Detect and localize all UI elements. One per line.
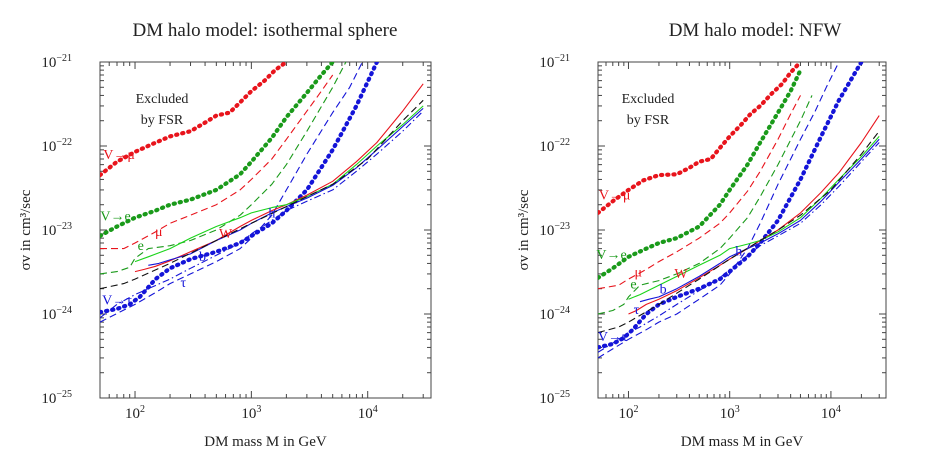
series-line bbox=[598, 95, 801, 290]
y-tick-label: 10−22 bbox=[41, 137, 72, 155]
x-tick-label: 104 bbox=[358, 404, 378, 422]
tick-marks bbox=[597, 61, 886, 399]
series-label: V→τ bbox=[598, 330, 628, 345]
series-label: e bbox=[138, 239, 144, 254]
series-line bbox=[100, 62, 335, 238]
series-line bbox=[598, 62, 803, 215]
x-tick-label: 102 bbox=[125, 404, 145, 422]
series-line bbox=[598, 68, 803, 280]
series-line bbox=[134, 105, 424, 263]
annotation-text: by FSR bbox=[627, 113, 670, 128]
y-tick-label: 10−21 bbox=[539, 53, 570, 71]
y-tick-label: 10−24 bbox=[41, 305, 72, 323]
series-label: τ bbox=[180, 276, 186, 291]
y-axis-label: σv in cm³/sec bbox=[18, 189, 34, 270]
y-tick-label: 10−23 bbox=[539, 221, 570, 239]
x-axis-label: DM mass M in GeV bbox=[681, 434, 804, 450]
series-line bbox=[100, 110, 424, 319]
y-tick-label: 10−25 bbox=[539, 389, 570, 407]
series-label: h bbox=[735, 244, 742, 259]
series-line bbox=[598, 142, 880, 353]
chart-title: DM halo model: isothermal sphere bbox=[133, 20, 398, 41]
panel-nfw: DM halo model: NFW 102 103 104 10−25 10−24 10−… bbox=[516, 20, 887, 450]
series-label: W bbox=[674, 267, 688, 282]
annotation-text: Excluded bbox=[136, 92, 189, 107]
series-line bbox=[100, 62, 347, 275]
series-line bbox=[100, 99, 424, 290]
series-group bbox=[598, 62, 880, 359]
x-tick-label: 104 bbox=[821, 404, 841, 422]
series-line bbox=[628, 136, 880, 300]
series-label: e bbox=[630, 278, 636, 293]
y-axis-label: σv in cm³/sec bbox=[516, 189, 532, 270]
series-line bbox=[598, 62, 864, 350]
y-tick-label: 10−25 bbox=[41, 389, 72, 407]
series-label: V→μ bbox=[599, 189, 631, 204]
x-axis-label: DM mass M in GeV bbox=[204, 434, 327, 450]
series-label: V→τ bbox=[102, 293, 132, 308]
series-label: V→μ bbox=[103, 148, 135, 163]
series-line bbox=[100, 62, 379, 315]
series-label: μ bbox=[635, 265, 643, 280]
annotation-text: by FSR bbox=[141, 113, 184, 128]
y-tick-label: 10−21 bbox=[41, 53, 72, 71]
x-tick-label: 103 bbox=[241, 404, 261, 422]
series-line bbox=[598, 130, 880, 334]
x-tick-label: 103 bbox=[720, 404, 740, 422]
y-tick-label: 10−24 bbox=[539, 305, 570, 323]
series-line bbox=[628, 115, 880, 315]
panel-isothermal: DM halo model: isothermal sphere 102 103 10… bbox=[18, 20, 432, 450]
annotation-text: Excluded bbox=[622, 92, 675, 107]
series-label: W bbox=[219, 227, 233, 242]
series-label: b bbox=[660, 283, 667, 298]
series-label: μ bbox=[155, 225, 163, 240]
y-tick-label: 10−23 bbox=[41, 221, 72, 239]
series-line bbox=[134, 83, 424, 273]
series-label: b bbox=[199, 250, 206, 265]
y-tick-label: 10−22 bbox=[539, 137, 570, 155]
chart-title: DM halo model: NFW bbox=[669, 20, 842, 41]
series-line bbox=[598, 95, 813, 315]
series-label: V→e bbox=[100, 209, 130, 224]
x-tick-label: 102 bbox=[618, 404, 638, 422]
series-line bbox=[100, 62, 289, 178]
series-label: V→e bbox=[596, 248, 626, 263]
series-label: h bbox=[268, 207, 275, 222]
series-line bbox=[598, 62, 840, 359]
series-group bbox=[100, 62, 424, 323]
series-label: τ bbox=[634, 303, 640, 318]
series-line bbox=[100, 62, 363, 323]
series-line bbox=[639, 138, 880, 303]
